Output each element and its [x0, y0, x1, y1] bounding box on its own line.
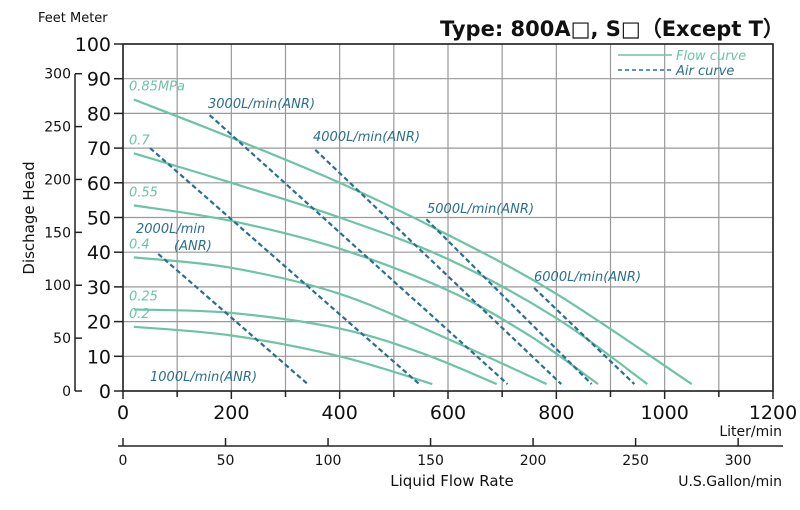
- air-curve-1000: [157, 253, 309, 385]
- x-tick-label: 800: [538, 402, 574, 424]
- air-curve-label: 5000L/min(ANR): [427, 202, 534, 217]
- air-curve-6000: [533, 287, 636, 385]
- y-meter-tick-label: 80: [87, 103, 111, 125]
- y-meter-tick-label: 60: [87, 173, 111, 195]
- x-tick-label: 1000: [640, 402, 688, 424]
- flow-curve-055: [133, 204, 599, 385]
- x-gallon-tick-label: 150: [417, 453, 444, 469]
- x-gallon-tick-label: 250: [622, 453, 649, 469]
- x-tick-label: 0: [117, 402, 129, 424]
- flow-curve-label: 0.2: [129, 307, 150, 322]
- y-meter-tick-label: 100: [75, 34, 111, 56]
- flow-curve-label: 0.4: [129, 237, 150, 252]
- x-tick-label: 200: [213, 402, 249, 424]
- x-gallon-tick-label: 50: [217, 453, 235, 469]
- flow-curve-label: 0.7: [129, 133, 150, 148]
- y-meter-tick-label: 90: [87, 69, 111, 91]
- x-gallon-tick-label: 300: [725, 453, 752, 469]
- x-unit-liter: Liter/min: [719, 424, 782, 440]
- legend-air-label: Air curve: [675, 64, 734, 79]
- air-curve-2000: [149, 147, 421, 385]
- y-feet-tick-label: 150: [44, 225, 71, 241]
- flow-curve-07: [133, 152, 648, 385]
- flow-curve-025: [133, 308, 498, 386]
- air-curve-label: 4000L/min(ANR): [313, 130, 420, 145]
- y-meter-tick-label: 30: [87, 277, 111, 299]
- y-axis-label: Dischage Head: [20, 161, 38, 274]
- legend: Flow curve Air curve: [618, 49, 746, 79]
- y-feet-tick-label: 50: [53, 331, 71, 347]
- y-meter-tick-label: 10: [87, 346, 111, 368]
- y-units-label: Feet Meter: [38, 11, 108, 26]
- chart-title: Type: 800A□, S□（Except T）: [440, 17, 784, 41]
- y-meter-tick-label: 0: [99, 381, 111, 403]
- x-tick-label: 600: [430, 402, 466, 424]
- x-unit-gallon: U.S.Gallon/min: [678, 474, 782, 490]
- y-feet-tick-label: 100: [44, 278, 71, 294]
- y-feet-tick-label: 200: [44, 172, 71, 188]
- flow-curve-label: 0.85MPa: [129, 80, 185, 95]
- legend-flow-label: Flow curve: [676, 49, 746, 64]
- x-tick-label: 400: [322, 402, 358, 424]
- x-gallon-tick-label: 100: [315, 453, 342, 469]
- air-curve-label: 2000L/min: [136, 222, 205, 237]
- x-gallon-tick-label: 0: [119, 453, 128, 469]
- x-gallon-tick-label: 200: [520, 453, 547, 469]
- air-curve-label: 3000L/min(ANR): [208, 97, 315, 112]
- y-meter-tick-label: 50: [87, 208, 111, 230]
- flow-curve-label: 0.55: [129, 185, 158, 200]
- y-meter-tick-label: 40: [87, 242, 111, 264]
- flow-curve-label: 0.25: [129, 289, 158, 304]
- flow-curve-04: [133, 256, 548, 386]
- air-curve-label: 1000L/min(ANR): [150, 370, 257, 385]
- y-feet-tick-label: 0: [62, 384, 71, 400]
- y-meter-tick-label: 20: [87, 312, 111, 334]
- air-curve-3000: [208, 114, 509, 385]
- x-tick-label: 1200: [749, 402, 797, 424]
- air-curve-label: 6000L/min(ANR): [534, 270, 641, 285]
- flow-curve-085MPa: [133, 98, 693, 385]
- flow-curve-02: [133, 325, 433, 386]
- air-curve-4000: [314, 149, 562, 385]
- x-axis-label: Liquid Flow Rate: [390, 472, 513, 490]
- y-feet-tick-label: 250: [44, 120, 71, 136]
- y-meter-tick-label: 70: [87, 138, 111, 160]
- y-feet-tick-label: 300: [44, 67, 71, 83]
- air-curve-label: (ANR): [174, 239, 212, 254]
- air-curve-5000: [425, 218, 593, 385]
